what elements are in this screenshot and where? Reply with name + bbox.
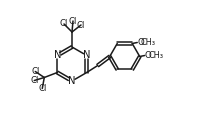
Text: Cl: Cl [77, 20, 85, 30]
Text: Cl: Cl [38, 84, 46, 93]
Text: Cl: Cl [31, 67, 39, 76]
Text: N: N [54, 51, 61, 61]
Text: N: N [83, 51, 90, 61]
Text: O: O [137, 38, 144, 47]
Text: Cl: Cl [69, 16, 77, 25]
Text: Cl: Cl [60, 20, 68, 29]
Text: Cl: Cl [30, 76, 38, 85]
Text: O: O [145, 51, 152, 60]
Text: CH₃: CH₃ [148, 51, 163, 60]
Text: CH₃: CH₃ [141, 38, 156, 47]
Text: N: N [68, 76, 76, 86]
